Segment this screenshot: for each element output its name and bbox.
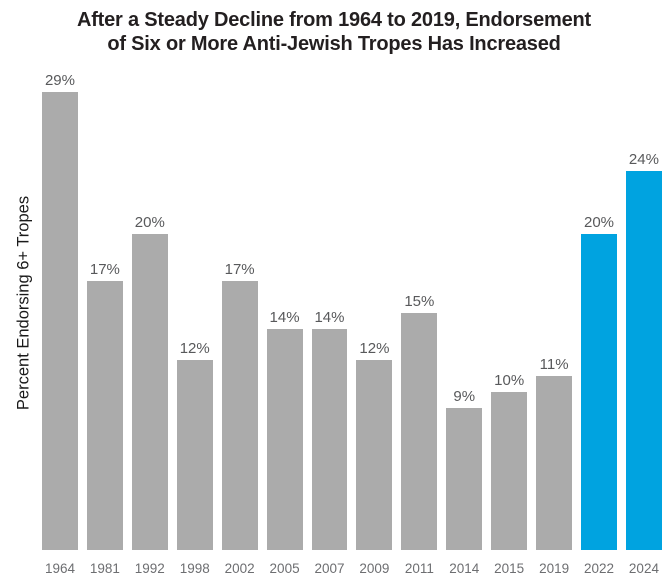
bar-value-label-2022: 20% xyxy=(584,213,615,231)
bars-container: 29% 17% 20% 12% 17% 14% 14% 12% 15% 9% 10% 11% 20% 24… xyxy=(42,70,662,550)
bar-2019 xyxy=(536,375,573,550)
x-tick-label-2015: 2015 xyxy=(494,560,525,576)
bar-column-2005: 14% xyxy=(266,308,303,550)
bar-value-label-2015: 10% xyxy=(494,371,525,389)
chart-title-line2: of Six or More Anti-Jewish Tropes Has In… xyxy=(107,33,561,56)
bar-value-label-2009: 12% xyxy=(359,339,390,357)
bar-column-2019: 11% xyxy=(536,355,573,550)
bar-value-label-2002: 17% xyxy=(224,260,255,278)
bar-value-label-2014: 9% xyxy=(453,387,476,405)
bar-2011 xyxy=(401,312,438,550)
bar-2015 xyxy=(491,391,528,550)
bar-column-2014: 9% xyxy=(446,387,483,550)
bar-1981 xyxy=(86,280,123,550)
bar-column-2022: 20% xyxy=(581,214,617,550)
x-tick-label-2009: 2009 xyxy=(359,560,390,576)
bar-column-2024: 24% xyxy=(625,150,662,550)
bar-column-2007: 14% xyxy=(311,308,348,550)
bar-2014 xyxy=(446,407,483,550)
bar-column-1964: 29% xyxy=(42,72,78,550)
bar-column-2009: 12% xyxy=(356,339,393,550)
bar-value-label-1981: 17% xyxy=(89,260,120,278)
x-tick-label-2024: 2024 xyxy=(628,560,659,576)
chart-area: Percent Endorsing 6+ Tropes 29% 17% 20% 12%… xyxy=(6,70,662,576)
bar-2024 xyxy=(625,170,662,550)
x-axis-tick-labels: 1964 1981 1992 1998 2002 2005 2007 2009 2011 2014… xyxy=(42,561,662,576)
bar-column-2011: 15% xyxy=(401,292,438,550)
x-tick-label-2014: 2014 xyxy=(449,560,480,576)
x-tick-label-1992: 1992 xyxy=(134,560,165,576)
bar-value-label-1998: 12% xyxy=(179,339,210,357)
x-tick-label-1964: 1964 xyxy=(44,560,75,576)
x-tick-label-2007: 2007 xyxy=(314,560,345,576)
bar-value-label-2019: 11% xyxy=(539,355,569,373)
bar-2005 xyxy=(266,328,303,550)
bar-2007 xyxy=(311,328,348,550)
x-tick-label-2005: 2005 xyxy=(269,560,300,576)
bar-column-1998: 12% xyxy=(176,339,213,550)
bar-2009 xyxy=(356,359,393,550)
x-tick-label-2022: 2022 xyxy=(584,560,615,576)
bar-2022 xyxy=(581,233,617,550)
bar-value-label-2005: 14% xyxy=(269,308,300,326)
y-axis-label: Percent Endorsing 6+ Tropes xyxy=(14,195,33,410)
x-tick-label-1981: 1981 xyxy=(89,560,120,576)
chart-title-line1: After a Steady Decline from 1964 to 2019… xyxy=(76,9,592,31)
bar-column-2015: 10% xyxy=(491,371,528,550)
bar-2002 xyxy=(221,280,258,550)
bar-value-label-1964: 29% xyxy=(44,71,75,89)
x-tick-label-2002: 2002 xyxy=(224,560,255,576)
y-axis: Percent Endorsing 6+ Tropes xyxy=(6,70,42,576)
x-tick-label-2011: 2011 xyxy=(404,560,434,576)
x-tick-label-1998: 1998 xyxy=(179,560,210,576)
x-tick-label-2019: 2019 xyxy=(539,560,570,576)
bar-1992 xyxy=(131,233,168,550)
chart-title: After a Steady Decline from 1964 to 2019… xyxy=(6,8,662,57)
bar-value-label-2011: 15% xyxy=(404,292,435,310)
bar-1964 xyxy=(42,91,78,550)
bar-column-1981: 17% xyxy=(86,260,123,550)
bar-column-1992: 20% xyxy=(131,213,168,550)
bar-value-label-2024: 24% xyxy=(628,150,659,168)
bar-column-2002: 17% xyxy=(221,260,258,550)
bar-value-label-2007: 14% xyxy=(314,308,345,326)
plot-area: 29% 17% 20% 12% 17% 14% 14% 12% 15% 9% 10% 11% 20% 24… xyxy=(42,70,662,576)
bar-1998 xyxy=(176,359,213,550)
bar-value-label-1992: 20% xyxy=(134,213,165,231)
